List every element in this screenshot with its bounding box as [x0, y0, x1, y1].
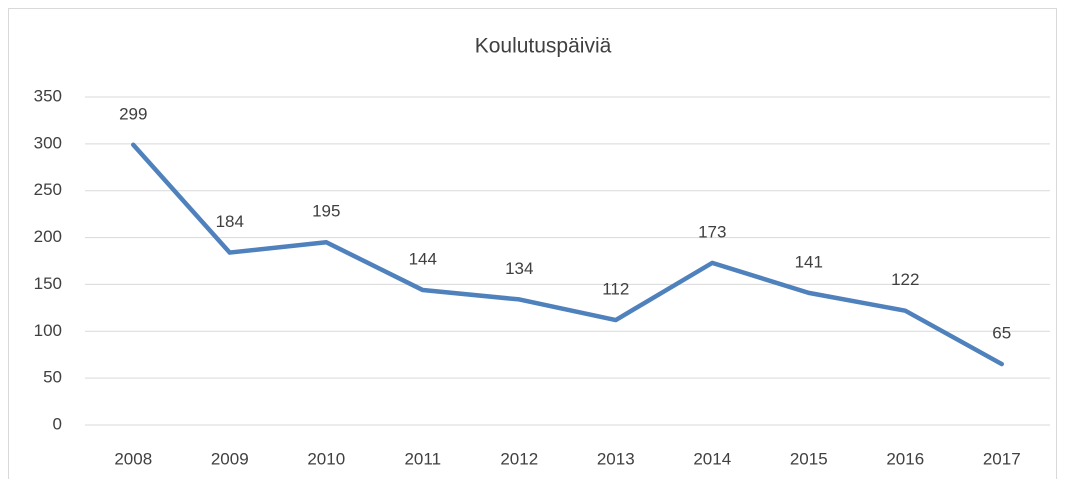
x-tick-label: 2017: [983, 449, 1021, 468]
data-label: 173: [698, 222, 726, 241]
y-tick-label: 0: [53, 414, 62, 433]
data-label: 122: [891, 270, 919, 289]
data-label: 195: [312, 202, 340, 221]
data-label: 184: [216, 212, 244, 231]
x-tick-label: 2010: [307, 449, 345, 468]
x-tick-label: 2014: [693, 449, 731, 468]
data-line: [131, 142, 1004, 367]
data-label: 144: [409, 250, 437, 269]
y-tick-label: 300: [34, 133, 62, 152]
y-tick-label: 100: [34, 321, 62, 340]
y-tick-label: 250: [34, 180, 62, 199]
y-tick-label: 150: [34, 274, 62, 293]
data-label: 141: [795, 252, 823, 271]
chart-title: Koulutuspäiviä: [475, 35, 612, 58]
data-label: 65: [992, 324, 1011, 343]
data-label: 134: [505, 259, 533, 278]
x-tick-label: 2011: [404, 449, 441, 468]
x-tick-label: 2015: [790, 449, 828, 468]
x-tick-label: 2016: [886, 449, 924, 468]
x-tick-label: 2009: [211, 449, 249, 468]
x-tick-label: 2013: [597, 449, 635, 468]
y-tick-label: 200: [34, 227, 62, 246]
chart-border: [8, 8, 1057, 479]
data-label: 112: [602, 280, 629, 299]
y-tick-label: 50: [43, 368, 62, 387]
x-tick-label: 2012: [500, 449, 538, 468]
data-label: 299: [119, 104, 147, 123]
y-tick-label: 350: [34, 86, 62, 105]
x-tick-label: 2008: [114, 449, 152, 468]
